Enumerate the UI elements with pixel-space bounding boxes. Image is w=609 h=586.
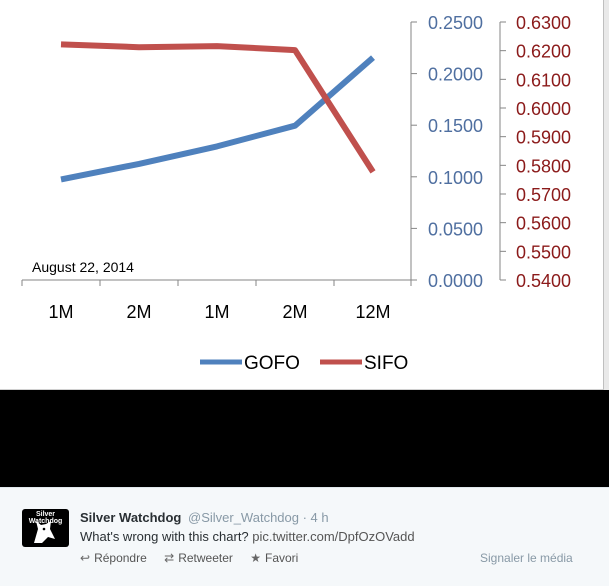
tweet-body: What's wrong with this chart?: [80, 529, 249, 544]
retweet-button[interactable]: ⇄ Retweeter: [164, 551, 233, 565]
tweet-text: What's wrong with this chart? pic.twitte…: [80, 529, 415, 544]
author-handle[interactable]: @Silver_Watchdog: [188, 510, 299, 525]
reply-label: Répondre: [94, 551, 147, 565]
right-y-tick-label: 0.5700: [516, 185, 571, 205]
reply-icon: ↩: [80, 551, 91, 565]
tweet-header: Silver Watchdog @Silver_Watchdog · 4 h: [80, 510, 329, 525]
x-tick-label: 2M: [126, 302, 151, 322]
chart-annotation: August 22, 2014: [32, 259, 134, 275]
media-background: [0, 390, 609, 487]
right-y-tick-label: 0.5400: [516, 271, 571, 291]
reply-button[interactable]: ↩ Répondre: [80, 551, 147, 565]
left-y-tick-label: 0.1000: [428, 168, 483, 188]
right-y-tick-label: 0.6100: [516, 70, 571, 90]
line-chart: 1M 2M 1M 2M 12M 0.0000 0.0500 0.1000 0.1500 0.200…: [21, 13, 571, 374]
left-y-tick-label: 0.0000: [428, 271, 483, 291]
retweet-label: Retweeter: [178, 551, 233, 565]
left-y-tick-label: 0.2500: [428, 13, 483, 33]
tweet: Silver Watchdog Silver Watchdog @Silver_…: [0, 487, 609, 586]
tweet-actions: ↩ Répondre ⇄ Retweeter ★ Favori: [80, 551, 312, 565]
right-y-tick-label: 0.6200: [516, 42, 571, 62]
right-y-tick-label: 0.5900: [516, 128, 571, 148]
scrollbar[interactable]: [604, 0, 609, 390]
media-link[interactable]: pic.twitter.com/DpfOzOVadd: [252, 529, 415, 544]
right-y-tick-label: 0.6000: [516, 99, 571, 119]
x-tick-label: 1M: [204, 302, 229, 322]
right-y-tick-label: 0.5600: [516, 214, 571, 234]
x-tick-label: 2M: [282, 302, 307, 322]
right-y-tick-label: 0.5500: [516, 242, 571, 262]
dog-icon: [34, 521, 55, 543]
right-y-tick-label: 0.5800: [516, 156, 571, 176]
star-icon: ★: [250, 551, 261, 565]
left-y-tick-label: 0.0500: [428, 219, 483, 239]
author-name[interactable]: Silver Watchdog: [80, 510, 182, 525]
legend-label-sifo: SIFO: [364, 353, 408, 374]
left-y-tick-label: 0.2000: [428, 65, 483, 85]
x-tick-label: 1M: [48, 302, 73, 322]
chart-image[interactable]: 1M 2M 1M 2M 12M 0.0000 0.0500 0.1000 0.1500 0.200…: [0, 0, 604, 390]
x-tick-label: 12M: [355, 302, 390, 322]
avatar-label: Silver Watchdog: [28, 511, 63, 525]
legend-label-gofo: GOFO: [244, 353, 300, 374]
report-media-link[interactable]: Signaler le média: [480, 551, 573, 565]
retweet-icon: ⇄: [164, 551, 175, 565]
right-y-tick-label: 0.6300: [516, 13, 571, 33]
favorite-label: Favori: [265, 551, 299, 565]
favorite-button[interactable]: ★ Favori: [250, 551, 298, 565]
series-line-sifo: [60, 41, 376, 174]
tweet-time[interactable]: · 4 h: [302, 510, 329, 525]
left-y-tick-label: 0.1500: [428, 116, 483, 136]
series-line-gofo: [60, 55, 375, 183]
avatar[interactable]: Silver Watchdog: [22, 509, 69, 547]
